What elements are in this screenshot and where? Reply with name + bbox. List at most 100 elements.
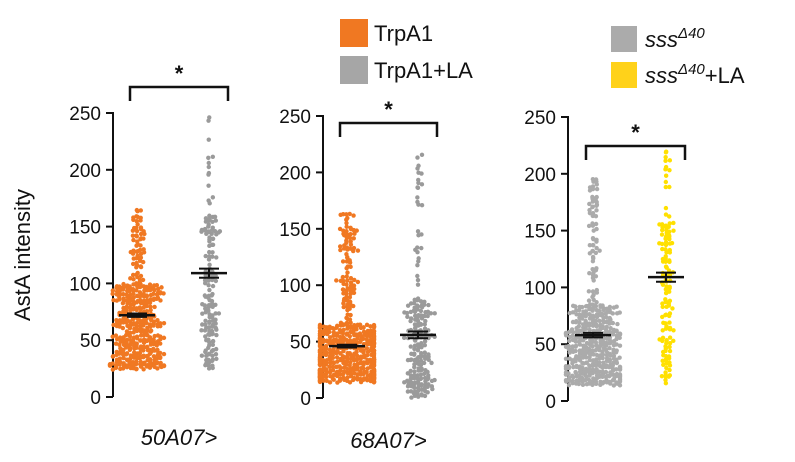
data-point: [580, 379, 585, 384]
data-point: [588, 337, 593, 343]
legend-swatch-sss-la: [611, 62, 637, 88]
data-point: [158, 336, 163, 342]
data-point: [594, 208, 599, 213]
data-point: [567, 350, 572, 355]
data-point: [200, 322, 205, 327]
data-point: [347, 294, 353, 300]
data-point: [209, 298, 215, 304]
data-point: [138, 215, 143, 220]
data-point: [327, 347, 333, 353]
data-point: [124, 284, 129, 290]
data-point: [151, 291, 156, 296]
data-point: [130, 298, 136, 304]
data-point: [663, 240, 669, 245]
data-point: [611, 376, 617, 382]
data-point: [590, 177, 596, 182]
data-point: [147, 322, 153, 327]
data-point: [597, 318, 602, 324]
data-point: [213, 218, 219, 223]
data-point: [137, 294, 142, 299]
data-point: [317, 367, 323, 372]
data-point: [590, 199, 596, 204]
data-point: [406, 382, 411, 387]
data-point: [324, 378, 329, 383]
data-point: [418, 313, 424, 318]
data-point: [603, 369, 609, 375]
data-point: [206, 172, 211, 177]
data-point: [141, 355, 146, 360]
data-point: [134, 336, 140, 341]
data-point: [610, 368, 616, 373]
data-point: [204, 357, 209, 363]
data-point: [128, 276, 133, 281]
data-point: [581, 309, 586, 314]
legend-label-trpa1-la: TrpA1+LA: [374, 58, 473, 83]
data-point: [587, 207, 592, 213]
data-point: [563, 344, 569, 350]
y-tick-label: 200: [279, 163, 311, 184]
data-point: [324, 338, 329, 343]
data-point: [134, 228, 140, 234]
data-point: [338, 357, 343, 363]
data-point: [206, 137, 211, 142]
data-point: [586, 298, 592, 303]
data-point: [121, 316, 126, 321]
data-point: [667, 363, 673, 368]
y-tick-label: 250: [69, 104, 101, 125]
data-point: [660, 282, 666, 287]
data-point: [574, 319, 579, 324]
data-point: [413, 247, 418, 252]
data-point: [155, 295, 161, 301]
data-point: [347, 380, 353, 385]
data-point: [344, 238, 349, 243]
data-point: [587, 312, 592, 317]
data-point: [351, 367, 356, 373]
data-point: [141, 247, 146, 252]
data-point: [338, 371, 343, 377]
data-point: [663, 179, 669, 185]
data-point: [121, 320, 126, 325]
data-point: [601, 360, 606, 365]
data-point: [661, 320, 666, 326]
data-point: [335, 369, 340, 374]
data-point: [207, 237, 212, 242]
data-point: [594, 312, 600, 317]
data-point: [337, 226, 343, 232]
data-point: [570, 319, 576, 325]
data-point: [209, 242, 215, 248]
data-point: [419, 366, 424, 371]
data-point: [604, 380, 610, 385]
data-point: [409, 357, 414, 362]
data-point: [347, 317, 353, 322]
data-point: [202, 280, 208, 286]
data-point: [615, 321, 620, 327]
data-point: [117, 342, 122, 348]
data-point: [147, 365, 153, 370]
data-point: [213, 321, 218, 326]
data-point: [594, 245, 599, 251]
data-point: [210, 195, 216, 200]
data-point: [206, 164, 211, 170]
data-point: [593, 214, 599, 219]
data-point: [110, 288, 116, 293]
data-point: [573, 339, 578, 344]
data-point: [593, 250, 599, 256]
data-point: [131, 330, 136, 335]
data-point: [348, 312, 353, 318]
data-point: [128, 307, 133, 313]
y-tick-label: 50: [290, 333, 311, 354]
data-point: [210, 365, 215, 371]
data-point: [669, 240, 675, 246]
data-point: [563, 356, 569, 361]
data-point: [574, 373, 579, 379]
data-point: [663, 173, 669, 178]
data-point: [121, 361, 126, 366]
data-point: [664, 365, 669, 371]
data-point: [130, 261, 136, 267]
data-point: [147, 351, 153, 356]
data-point: [607, 315, 612, 321]
data-point: [415, 229, 421, 234]
data-point: [600, 303, 605, 308]
data-point: [206, 160, 211, 166]
legend-swatch-sss: [611, 26, 637, 52]
